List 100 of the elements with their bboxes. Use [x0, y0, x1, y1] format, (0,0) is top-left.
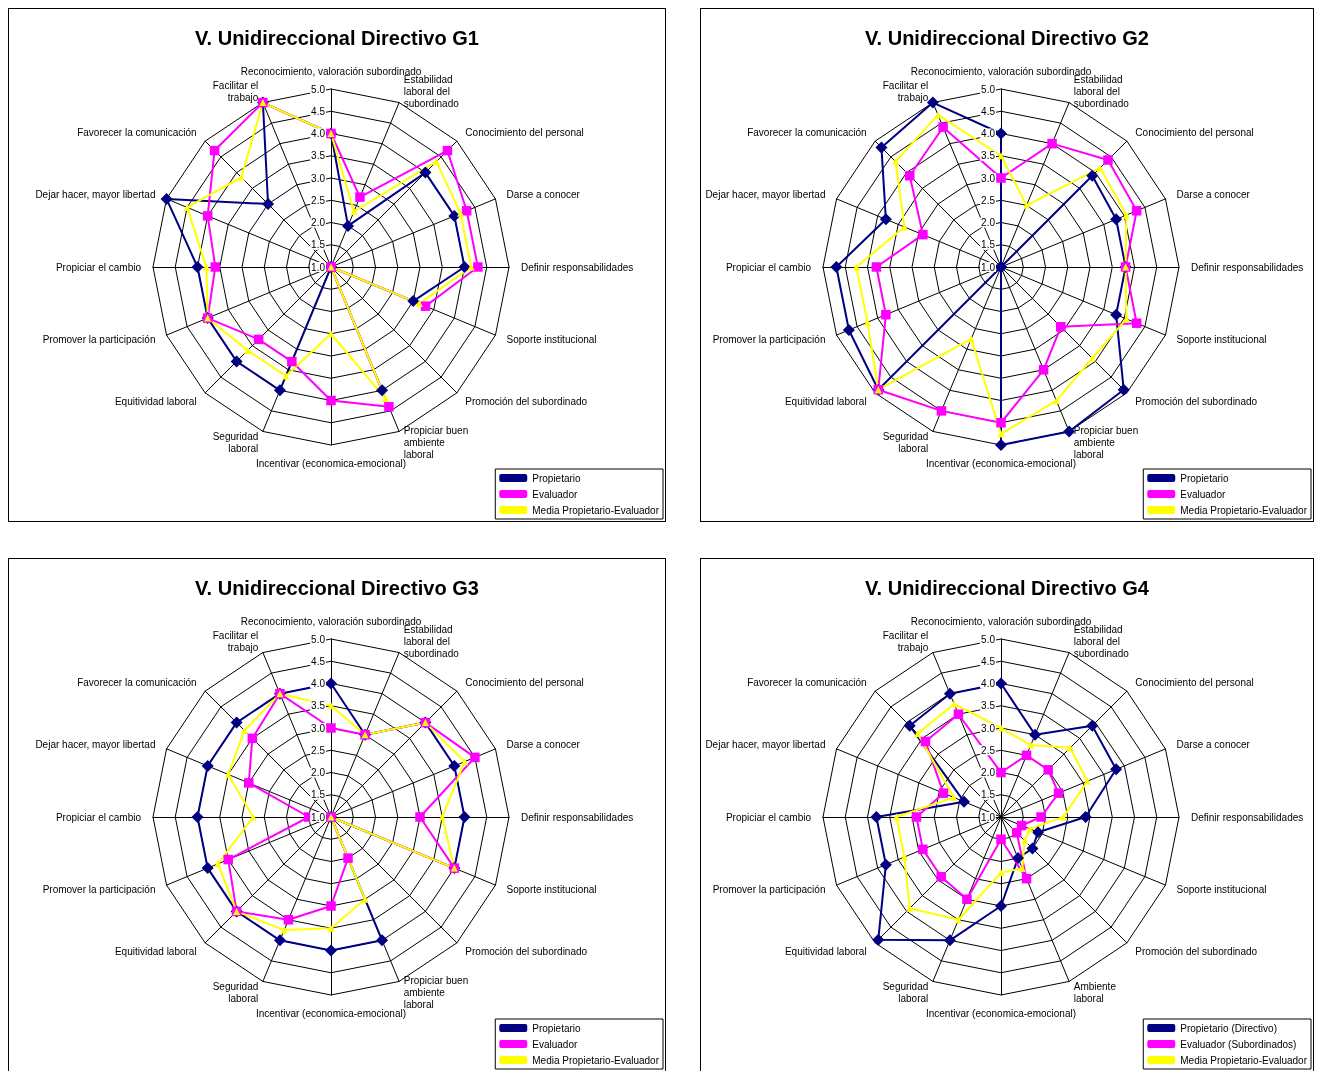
y-tick-label: 2.0 — [311, 767, 326, 778]
spoke-label: Soporte institucional — [1176, 884, 1267, 896]
spoke-label: Incentivar (economica-emocional) — [925, 1007, 1077, 1019]
y-tick-label: 3.0 — [311, 172, 326, 184]
y-tick-label: 1.0 — [311, 261, 326, 273]
spoke-label: Favorecer la comunicación — [747, 677, 867, 689]
spoke-label: Favorecer la comunicación — [77, 677, 197, 689]
y-tick-label: 4.0 — [981, 678, 996, 689]
spoke-label: Conocimiento del personal — [465, 127, 584, 139]
legend-label: Evaluador — [532, 488, 578, 500]
spoke-label: Promover la participación — [42, 884, 156, 896]
y-tick-label: 4.0 — [311, 678, 326, 689]
y-tick-label: 1.0 — [981, 811, 996, 823]
legend-label: Propietario — [532, 1022, 582, 1034]
y-tick-label: 5.0 — [981, 83, 996, 95]
spoke-label: Definir responsabilidades — [521, 261, 634, 273]
legend-label: Evaluador (Subordinados) — [1180, 1038, 1297, 1050]
spoke-label: Promover la participación — [42, 334, 156, 346]
y-tick-label: 1.5 — [311, 789, 326, 801]
y-tick-label: 2.5 — [311, 194, 326, 206]
y-tick-label: 1.5 — [311, 239, 326, 251]
spoke-label: Conocimiento del personal — [465, 677, 584, 689]
spoke-label: Promoción del subordinado — [1135, 945, 1258, 957]
spoke-label: Propiciar el cambio — [55, 261, 142, 273]
spoke-label: Facilitar el trabajo — [882, 629, 929, 653]
y-tick-label: 1.5 — [981, 239, 996, 251]
spoke-label: Seguridad laboral — [212, 981, 259, 1005]
y-tick-label: 2.0 — [981, 217, 996, 228]
legend-label: Propietario — [1180, 472, 1230, 484]
spoke-label: Soporte institucional — [506, 884, 597, 896]
y-tick-label: 4.5 — [311, 105, 326, 117]
spoke-label: Seguridad laboral — [882, 431, 929, 455]
spoke-label: Propiciar el cambio — [725, 261, 812, 273]
spoke-label: Darse a conocer — [506, 188, 581, 200]
spoke-label: Equitividad laboral — [784, 945, 867, 957]
spoke-label: Favorecer la comunicación — [747, 127, 867, 139]
spoke-label: Definir responsabilidades — [521, 811, 634, 823]
spoke-label: Equitividad laboral — [114, 945, 197, 957]
legend-label: Media Propietario-Evaluador — [532, 1054, 660, 1066]
chart-title: V. Unidireccional Directivo G4 — [865, 577, 1150, 599]
chart-title: V. Unidireccional Directivo G2 — [865, 27, 1149, 49]
spoke-label: Facilitar el trabajo — [212, 79, 259, 103]
y-tick-label: 4.0 — [981, 128, 996, 139]
spoke-label: Favorecer la comunicación — [77, 127, 197, 139]
y-tick-label: 3.5 — [981, 700, 996, 712]
spoke-label: Darse a conocer — [1176, 188, 1251, 200]
y-tick-label: 1.0 — [311, 811, 326, 823]
spoke-label: Ambiente laboral — [1073, 981, 1117, 1005]
legend-label: Media Propietario-Evaluador — [532, 504, 660, 516]
legend-label: Evaluador — [1180, 488, 1226, 500]
spoke-label: Definir responsabilidades — [1191, 811, 1304, 823]
spoke-label: Equitividad laboral — [784, 395, 867, 407]
chart-title: V. Unidireccional Directivo G1 — [195, 27, 479, 49]
spoke-label: Definir responsabilidades — [1191, 261, 1304, 273]
y-tick-label: 5.0 — [311, 83, 326, 95]
y-tick-label: 3.5 — [981, 150, 996, 162]
spoke-label: Seguridad laboral — [212, 431, 259, 455]
spoke-label: Propiciar el cambio — [725, 811, 812, 823]
y-tick-label: 3.0 — [981, 722, 996, 734]
y-tick-label: 4.5 — [981, 655, 996, 667]
legend-label: Media Propietario-Evaluador — [1180, 1054, 1308, 1066]
legend-label: Propietario — [532, 472, 582, 484]
y-tick-label: 2.0 — [311, 217, 326, 228]
y-tick-label: 2.5 — [981, 194, 996, 206]
spoke-label: Seguridad laboral — [882, 981, 929, 1005]
y-tick-label: 5.0 — [311, 633, 326, 645]
y-tick-label: 3.5 — [311, 700, 326, 712]
chart-title: V. Unidireccional Directivo G3 — [195, 577, 479, 599]
spoke-label: Propiciar el cambio — [55, 811, 142, 823]
spoke-label: Dejar hacer, mayor libertad — [705, 188, 826, 200]
spoke-label: Dejar hacer, mayor libertad — [705, 738, 826, 750]
spoke-label: Darse a conocer — [506, 738, 581, 750]
spoke-label: Dejar hacer, mayor libertad — [35, 188, 156, 200]
spoke-label: Soporte institucional — [506, 334, 597, 346]
y-tick-label: 4.0 — [311, 128, 326, 139]
spoke-label: Promoción del subordinado — [465, 395, 588, 407]
y-tick-label: 4.5 — [981, 105, 996, 117]
spoke-label: Facilitar el trabajo — [212, 629, 259, 653]
spoke-label: Dejar hacer, mayor libertad — [35, 738, 156, 750]
y-tick-label: 2.0 — [981, 767, 996, 778]
y-tick-label: 3.0 — [981, 172, 996, 184]
y-tick-label: 2.5 — [311, 744, 326, 756]
spoke-label: Conocimiento del personal — [1135, 127, 1254, 139]
legend-label: Media Propietario-Evaluador — [1180, 504, 1308, 516]
spoke-label: Promoción del subordinado — [465, 945, 588, 957]
spoke-label: Soporte institucional — [1176, 334, 1267, 346]
spoke-label: Facilitar el trabajo — [882, 79, 929, 103]
y-tick-label: 4.5 — [311, 655, 326, 667]
spoke-label: Promover la participación — [712, 334, 826, 346]
spoke-label: Equitividad laboral — [114, 395, 197, 407]
y-tick-label: 1.5 — [981, 789, 996, 801]
spoke-label: Promover la participación — [712, 884, 826, 896]
y-tick-label: 3.5 — [311, 150, 326, 162]
spoke-label: Conocimiento del personal — [1135, 677, 1254, 689]
y-tick-label: 5.0 — [981, 633, 996, 645]
y-tick-label: 1.0 — [981, 261, 996, 273]
y-tick-label: 3.0 — [311, 722, 326, 734]
legend-label: Evaluador — [532, 1038, 578, 1050]
legend-label: Propietario (Directivo) — [1180, 1022, 1277, 1034]
spoke-label: Promoción del subordinado — [1135, 395, 1258, 407]
